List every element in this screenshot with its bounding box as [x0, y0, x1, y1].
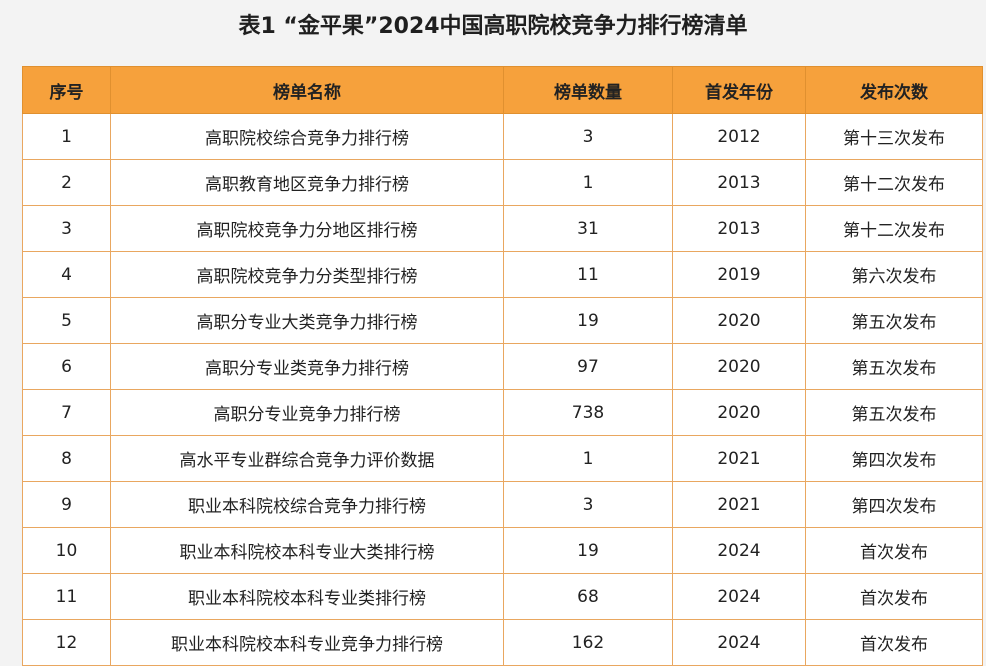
cell-release-count: 首次发布: [805, 619, 983, 666]
table-row: 11 职业本科院校本科专业类排行榜 68 2024 首次发布: [22, 573, 983, 620]
cell-release-count: 第四次发布: [805, 481, 983, 528]
cell-index: 8: [22, 435, 111, 482]
cell-list-count: 19: [503, 527, 673, 574]
cell-release-count: 第五次发布: [805, 297, 983, 344]
cell-first-year: 2024: [672, 527, 806, 574]
header-list-count: 榜单数量: [503, 66, 673, 114]
cell-index: 5: [22, 297, 111, 344]
cell-release-count: 第六次发布: [805, 251, 983, 298]
table-row: 7 高职分专业竞争力排行榜 738 2020 第五次发布: [22, 389, 983, 436]
table-row: 6 高职分专业类竞争力排行榜 97 2020 第五次发布: [22, 343, 983, 390]
table-header-row: 序号 榜单名称 榜单数量 首发年份 发布次数: [22, 66, 983, 114]
cell-release-count: 首次发布: [805, 527, 983, 574]
table-row: 8 高水平专业群综合竞争力评价数据 1 2021 第四次发布: [22, 435, 983, 482]
cell-first-year: 2013: [672, 159, 806, 206]
cell-index: 3: [22, 205, 111, 252]
cell-index: 9: [22, 481, 111, 528]
table-row: 3 高职院校竞争力分地区排行榜 31 2013 第十二次发布: [22, 205, 983, 252]
cell-release-count: 首次发布: [805, 573, 983, 620]
cell-list-count: 11: [503, 251, 673, 298]
cell-first-year: 2020: [672, 343, 806, 390]
cell-first-year: 2024: [672, 573, 806, 620]
header-release-count: 发布次数: [805, 66, 983, 114]
cell-list-count: 3: [503, 113, 673, 160]
cell-list-name: 高职分专业竞争力排行榜: [110, 389, 504, 436]
cell-list-name: 高职院校综合竞争力排行榜: [110, 113, 504, 160]
cell-list-count: 3: [503, 481, 673, 528]
cell-index: 4: [22, 251, 111, 298]
cell-list-name: 高水平专业群综合竞争力评价数据: [110, 435, 504, 482]
cell-list-count: 162: [503, 619, 673, 666]
cell-list-count: 738: [503, 389, 673, 436]
cell-release-count: 第十二次发布: [805, 159, 983, 206]
cell-list-name: 高职教育地区竞争力排行榜: [110, 159, 504, 206]
table-row: 4 高职院校竞争力分类型排行榜 11 2019 第六次发布: [22, 251, 983, 298]
cell-index: 12: [22, 619, 111, 666]
cell-index: 1: [22, 113, 111, 160]
cell-first-year: 2012: [672, 113, 806, 160]
cell-list-name: 高职分专业大类竞争力排行榜: [110, 297, 504, 344]
table-row: 1 高职院校综合竞争力排行榜 3 2012 第十三次发布: [22, 113, 983, 160]
cell-list-name: 职业本科院校本科专业类排行榜: [110, 573, 504, 620]
cell-first-year: 2024: [672, 619, 806, 666]
cell-list-count: 97: [503, 343, 673, 390]
cell-first-year: 2019: [672, 251, 806, 298]
cell-release-count: 第五次发布: [805, 389, 983, 436]
table-row: 10 职业本科院校本科专业大类排行榜 19 2024 首次发布: [22, 527, 983, 574]
header-list-name: 榜单名称: [110, 66, 504, 114]
table-row: 9 职业本科院校综合竞争力排行榜 3 2021 第四次发布: [22, 481, 983, 528]
cell-release-count: 第五次发布: [805, 343, 983, 390]
cell-index: 6: [22, 343, 111, 390]
cell-index: 7: [22, 389, 111, 436]
cell-list-count: 19: [503, 297, 673, 344]
cell-list-count: 1: [503, 435, 673, 482]
header-first-year: 首发年份: [672, 66, 806, 114]
cell-list-name: 高职分专业类竞争力排行榜: [110, 343, 504, 390]
cell-list-name: 职业本科院校综合竞争力排行榜: [110, 481, 504, 528]
cell-list-name: 高职院校竞争力分类型排行榜: [110, 251, 504, 298]
cell-release-count: 第十三次发布: [805, 113, 983, 160]
cell-index: 10: [22, 527, 111, 574]
cell-list-name: 高职院校竞争力分地区排行榜: [110, 205, 504, 252]
cell-index: 11: [22, 573, 111, 620]
table-row: 5 高职分专业大类竞争力排行榜 19 2020 第五次发布: [22, 297, 983, 344]
cell-first-year: 2013: [672, 205, 806, 252]
table-row: 12 职业本科院校本科专业竞争力排行榜 162 2024 首次发布: [22, 619, 983, 666]
cell-first-year: 2021: [672, 481, 806, 528]
cell-list-name: 职业本科院校本科专业竞争力排行榜: [110, 619, 504, 666]
header-index: 序号: [22, 66, 111, 114]
cell-list-count: 1: [503, 159, 673, 206]
ranking-list-table: 序号 榜单名称 榜单数量 首发年份 发布次数 1 高职院校综合竞争力排行榜 3 201…: [22, 66, 983, 666]
cell-first-year: 2020: [672, 389, 806, 436]
table-title: 表1 “金平果”2024中国高职院校竞争力排行榜清单: [238, 14, 748, 39]
cell-release-count: 第四次发布: [805, 435, 983, 482]
table-row: 2 高职教育地区竞争力排行榜 1 2013 第十二次发布: [22, 159, 983, 206]
cell-first-year: 2020: [672, 297, 806, 344]
cell-index: 2: [22, 159, 111, 206]
cell-list-name: 职业本科院校本科专业大类排行榜: [110, 527, 504, 574]
cell-list-count: 68: [503, 573, 673, 620]
cell-release-count: 第十二次发布: [805, 205, 983, 252]
cell-list-count: 31: [503, 205, 673, 252]
cell-first-year: 2021: [672, 435, 806, 482]
